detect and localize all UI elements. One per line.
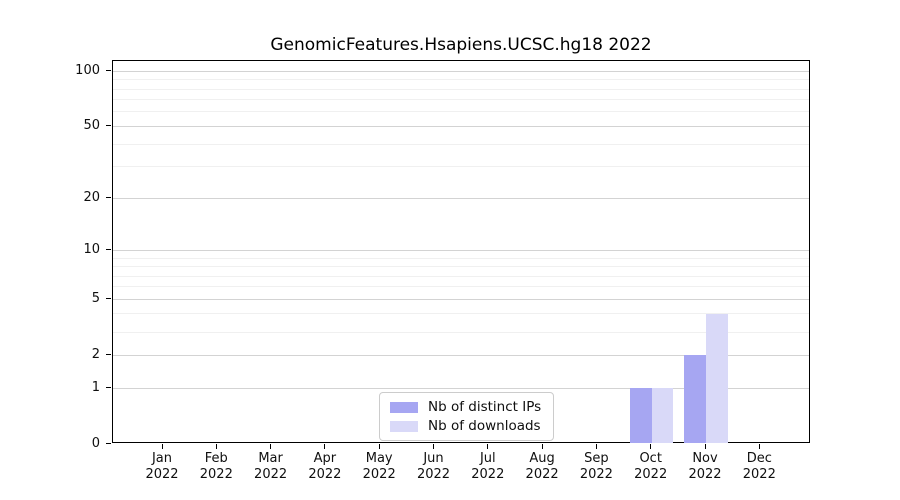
y-tick-mark [106, 248, 111, 250]
y-tick-label: 20 [83, 189, 100, 205]
y-tick-mark [106, 442, 111, 444]
x-tick-label: Feb 2022 [199, 451, 233, 482]
y-tick-label: 5 [91, 290, 100, 306]
gridline-minor [113, 257, 809, 259]
gridline-major [113, 197, 809, 199]
x-tick-label: Sep 2022 [579, 451, 613, 482]
bar-downloads [706, 313, 728, 443]
y-tick-mark [106, 196, 111, 198]
x-tick-mark [650, 444, 652, 449]
gridline-minor [113, 275, 809, 277]
x-tick-label: Jan 2022 [145, 451, 179, 482]
x-tick-mark [595, 444, 597, 449]
x-tick-mark [758, 444, 760, 449]
x-tick-label: Mar 2022 [254, 451, 288, 482]
gridline-major [113, 125, 809, 127]
gridline-minor [113, 331, 809, 333]
gridline-major [113, 387, 809, 389]
gridline-minor [113, 111, 809, 113]
gridline-minor [113, 143, 809, 145]
legend-label: Nb of distinct IPs [428, 399, 542, 415]
x-tick-mark [704, 444, 706, 449]
gridline-minor [113, 313, 809, 315]
x-tick-label: Jun 2022 [416, 451, 451, 482]
x-tick-mark [433, 444, 434, 449]
y-tick-label: 50 [83, 117, 100, 133]
legend-item-downloads: Nb of downloads [390, 419, 541, 433]
gridline-major [113, 249, 809, 251]
gridline-minor [113, 266, 809, 267]
legend-label: Nb of downloads [428, 418, 541, 434]
x-tick-mark [487, 444, 489, 449]
y-tick-mark [106, 297, 111, 299]
y-tick-label: 0 [91, 435, 100, 451]
bar-downloads [651, 388, 674, 443]
y-tick-mark [106, 353, 111, 355]
legend: Nb of distinct IPs Nb of downloads [379, 392, 555, 441]
y-tick-label: 1 [91, 379, 100, 395]
gridline-minor [113, 99, 809, 101]
chart-title: GenomicFeatures.Hsapiens.UCSC.hg18 2022 [270, 35, 652, 55]
x-tick-mark [541, 444, 543, 449]
x-tick-mark [378, 444, 380, 449]
x-tick-mark [324, 444, 326, 449]
bar-distinct-ips [684, 355, 706, 443]
y-tick-mark [106, 69, 111, 71]
y-tick-label: 2 [91, 346, 100, 362]
gridline-minor [113, 286, 809, 288]
x-tick-label: Apr 2022 [308, 451, 342, 482]
x-tick-mark [270, 444, 272, 449]
gridline-minor [113, 79, 809, 81]
bar-distinct-ips [630, 388, 652, 443]
gridline-major [113, 298, 809, 300]
x-tick-label: Jul 2022 [471, 451, 505, 482]
gridline-minor [113, 166, 809, 168]
gridline-major [113, 354, 809, 356]
x-tick-label: May 2022 [362, 451, 396, 482]
gridline-minor [113, 88, 809, 90]
y-tick-mark [106, 124, 111, 126]
downloads-swatch-icon [390, 420, 418, 432]
y-tick-label: 100 [75, 62, 100, 78]
distinct-ips-swatch-icon [390, 401, 418, 413]
legend-item-distinct-ips: Nb of distinct IPs [390, 400, 541, 414]
x-tick-label: Dec 2022 [742, 451, 776, 482]
x-tick-label: Nov 2022 [688, 451, 722, 482]
y-tick-mark [106, 386, 111, 388]
x-tick-mark [161, 444, 163, 449]
x-tick-mark [215, 444, 217, 449]
plot-area: Nb of distinct IPs Nb of downloads [112, 60, 810, 443]
gridline-major [113, 70, 809, 72]
x-tick-label: Aug 2022 [525, 451, 559, 482]
y-tick-label: 10 [83, 241, 100, 257]
x-tick-label: Oct 2022 [634, 451, 668, 482]
